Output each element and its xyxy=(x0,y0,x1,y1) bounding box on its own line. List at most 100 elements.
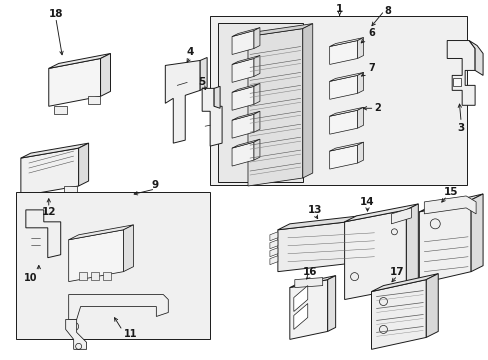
Text: 4: 4 xyxy=(186,48,194,58)
Polygon shape xyxy=(232,142,253,166)
Polygon shape xyxy=(329,37,363,46)
Polygon shape xyxy=(293,285,307,311)
Polygon shape xyxy=(49,54,110,68)
Polygon shape xyxy=(87,96,100,104)
Polygon shape xyxy=(232,58,253,82)
Polygon shape xyxy=(269,232,277,241)
Polygon shape xyxy=(470,194,482,272)
Polygon shape xyxy=(357,142,363,163)
Polygon shape xyxy=(390,208,410,224)
Polygon shape xyxy=(54,106,66,114)
Polygon shape xyxy=(79,143,88,186)
Polygon shape xyxy=(382,245,386,253)
Polygon shape xyxy=(214,86,220,108)
Text: 11: 11 xyxy=(123,329,137,339)
Text: 10: 10 xyxy=(24,273,38,283)
Polygon shape xyxy=(21,143,88,158)
Polygon shape xyxy=(65,319,86,349)
Polygon shape xyxy=(102,272,110,280)
Polygon shape xyxy=(289,276,335,288)
Polygon shape xyxy=(327,276,335,332)
Polygon shape xyxy=(277,212,394,230)
Text: 2: 2 xyxy=(373,103,380,113)
Polygon shape xyxy=(357,72,363,93)
Polygon shape xyxy=(447,41,474,105)
Polygon shape xyxy=(49,58,101,106)
Bar xyxy=(218,23,302,182)
Polygon shape xyxy=(329,145,357,169)
Polygon shape xyxy=(26,196,41,204)
Polygon shape xyxy=(371,280,426,349)
Polygon shape xyxy=(419,194,482,212)
Polygon shape xyxy=(68,225,133,240)
Text: 1: 1 xyxy=(335,4,343,14)
Bar xyxy=(452,78,460,86)
Polygon shape xyxy=(232,86,253,110)
Polygon shape xyxy=(382,221,386,229)
Bar xyxy=(16,192,210,339)
Polygon shape xyxy=(277,218,382,272)
Polygon shape xyxy=(371,274,437,292)
Text: 16: 16 xyxy=(302,267,316,276)
Polygon shape xyxy=(253,139,260,160)
Polygon shape xyxy=(90,272,99,280)
Polygon shape xyxy=(63,186,77,194)
Polygon shape xyxy=(232,111,260,120)
Polygon shape xyxy=(293,303,307,329)
Polygon shape xyxy=(357,37,363,58)
Polygon shape xyxy=(357,107,363,128)
Bar xyxy=(210,15,466,185)
Polygon shape xyxy=(344,210,406,300)
Polygon shape xyxy=(68,294,168,319)
Polygon shape xyxy=(253,55,260,76)
Text: 18: 18 xyxy=(48,9,63,19)
Polygon shape xyxy=(419,200,470,284)
Polygon shape xyxy=(382,237,386,245)
Text: 13: 13 xyxy=(307,205,321,215)
Text: 6: 6 xyxy=(361,28,374,43)
Polygon shape xyxy=(269,240,277,249)
Text: 12: 12 xyxy=(41,207,56,217)
Polygon shape xyxy=(123,225,133,272)
Polygon shape xyxy=(289,280,327,339)
Polygon shape xyxy=(232,31,253,54)
Polygon shape xyxy=(232,139,260,148)
Polygon shape xyxy=(426,274,437,337)
Text: 3: 3 xyxy=(457,123,464,133)
Polygon shape xyxy=(101,54,110,96)
Polygon shape xyxy=(232,114,253,138)
Polygon shape xyxy=(253,28,260,49)
Polygon shape xyxy=(165,60,200,143)
Polygon shape xyxy=(247,28,302,186)
Polygon shape xyxy=(202,88,222,146)
Polygon shape xyxy=(329,41,357,64)
Text: 9: 9 xyxy=(151,180,159,190)
Polygon shape xyxy=(232,84,260,92)
Polygon shape xyxy=(68,230,123,282)
Polygon shape xyxy=(468,41,482,75)
Polygon shape xyxy=(253,111,260,132)
Text: 7: 7 xyxy=(361,63,374,76)
Polygon shape xyxy=(302,24,312,178)
Polygon shape xyxy=(329,75,357,99)
Text: 17: 17 xyxy=(389,267,404,276)
Text: 5: 5 xyxy=(198,77,205,87)
Text: 8: 8 xyxy=(383,6,390,15)
Polygon shape xyxy=(232,28,260,37)
Polygon shape xyxy=(253,84,260,104)
Polygon shape xyxy=(232,55,260,64)
Polygon shape xyxy=(294,278,322,288)
Polygon shape xyxy=(382,212,394,260)
Text: 15: 15 xyxy=(443,187,458,197)
Polygon shape xyxy=(79,272,86,280)
Polygon shape xyxy=(21,148,79,196)
Polygon shape xyxy=(329,107,363,116)
Polygon shape xyxy=(329,142,363,151)
Polygon shape xyxy=(424,196,475,214)
Polygon shape xyxy=(406,204,417,288)
Polygon shape xyxy=(329,72,363,81)
Polygon shape xyxy=(382,229,386,237)
Polygon shape xyxy=(269,256,277,265)
Polygon shape xyxy=(26,210,61,258)
Polygon shape xyxy=(329,110,357,134)
